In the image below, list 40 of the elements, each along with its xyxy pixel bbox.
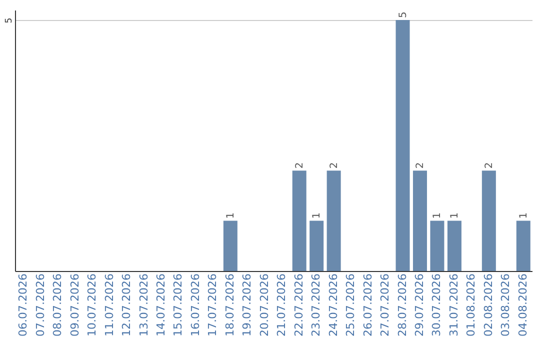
x-tick-label: 18.07.2026 bbox=[223, 274, 236, 336]
x-tick-label: 23.07.2026 bbox=[310, 274, 323, 336]
x-tick-label: 15.07.2026 bbox=[172, 274, 185, 336]
data-label: 1 bbox=[449, 212, 460, 219]
x-tick-label: 19.07.2026 bbox=[240, 274, 254, 336]
data-label: 2 bbox=[294, 162, 306, 169]
x-tick-label: 11.07.2026 bbox=[102, 274, 116, 336]
x-tick-label: 25.07.2026 bbox=[344, 274, 358, 336]
data-label: 2 bbox=[484, 162, 495, 169]
x-tick-label: 09.07.2026 bbox=[68, 274, 82, 336]
data-label: 2 bbox=[328, 162, 340, 169]
x-tick-label: 21.07.2026 bbox=[275, 274, 288, 336]
data-label: 2 bbox=[414, 162, 426, 169]
data-label: 1 bbox=[225, 212, 236, 219]
x-tick-label: 27.07.2026 bbox=[378, 274, 392, 336]
x-tick-label: 03.08.2026 bbox=[499, 274, 512, 336]
data-label: 1 bbox=[432, 212, 444, 219]
x-tick-label: 04.08.2026 bbox=[516, 274, 530, 336]
x-tick-label: 07.07.2026 bbox=[34, 274, 47, 336]
data-label: 5 bbox=[398, 12, 409, 18]
x-tick-label: 06.07.2026 bbox=[16, 274, 30, 336]
data-label: 1 bbox=[518, 212, 530, 219]
x-tick-label: 28.07.2026 bbox=[396, 274, 409, 336]
x-tick-label: 12.07.2026 bbox=[120, 274, 134, 336]
x-tick-label: 10.07.2026 bbox=[86, 274, 99, 336]
x-tick-label: 02.08.2026 bbox=[482, 274, 495, 336]
x-tick-label: 22.07.2026 bbox=[292, 274, 306, 336]
x-tick-label: 13.07.2026 bbox=[137, 274, 150, 336]
x-tick-label: 29.07.2026 bbox=[412, 274, 426, 336]
x-tick-label: 20.07.2026 bbox=[258, 274, 271, 336]
data-label: 1 bbox=[312, 212, 323, 219]
x-tick-label: 30.07.2026 bbox=[430, 274, 444, 336]
x-tick-label: 16.07.2026 bbox=[188, 274, 202, 336]
x-tick-label: 01.08.2026 bbox=[464, 274, 478, 336]
x-tick-label: 31.07.2026 bbox=[447, 274, 460, 336]
x-tick-label: 08.07.2026 bbox=[51, 274, 64, 336]
x-tick-label: 26.07.2026 bbox=[361, 274, 374, 336]
x-tick-label: 24.07.2026 bbox=[326, 274, 340, 336]
x-tick-label: 17.07.2026 bbox=[206, 274, 220, 336]
x-tick-label: 14.07.2026 bbox=[154, 274, 168, 336]
